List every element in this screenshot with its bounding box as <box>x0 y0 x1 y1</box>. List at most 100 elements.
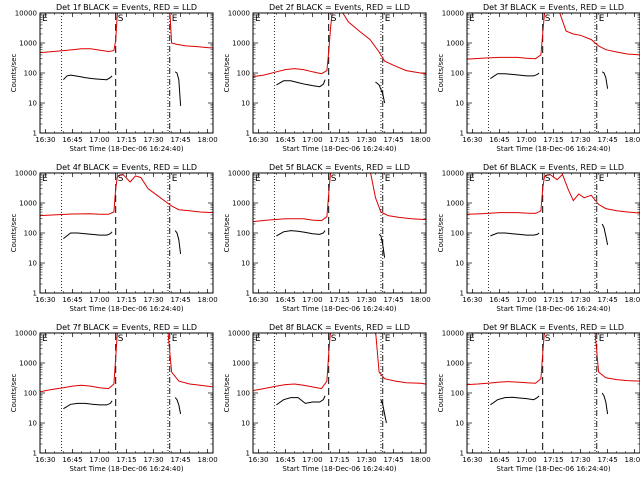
flag-e-3: E <box>172 334 178 344</box>
y-tick-label: 10 <box>455 100 464 108</box>
plot-frame <box>252 172 427 294</box>
y-tick-label: 100 <box>451 70 464 78</box>
y-axis-label: Counts/sec <box>10 54 18 93</box>
events-series-late <box>601 223 609 245</box>
plot-frame <box>466 172 640 294</box>
flag-e-1: E <box>42 174 48 184</box>
x-tick-label: 16:30 <box>35 136 55 144</box>
plot-frame <box>39 172 214 294</box>
x-tick-label: 18:00 <box>198 296 218 304</box>
x-tick-label: 17:30 <box>356 136 376 144</box>
events-series <box>490 232 540 237</box>
x-tick-label: 17:00 <box>89 456 109 464</box>
panel-title: Det 7f BLACK = Events, RED = LLD <box>56 323 197 332</box>
flag-s-2: S <box>118 174 124 184</box>
x-tick-label: 17:00 <box>302 136 322 144</box>
x-tick-label: 17:45 <box>383 296 403 304</box>
y-axis-label: Counts/sec <box>437 54 445 93</box>
x-tick-label: 17:15 <box>329 136 349 144</box>
flag-s-2: S <box>118 334 124 344</box>
y-tick-label: 10 <box>28 100 37 108</box>
plot-frame <box>39 332 214 454</box>
plot-frame <box>466 12 640 134</box>
x-tick-label: 16:45 <box>275 136 295 144</box>
events-series <box>276 79 326 88</box>
panel-4: Det 4f BLACK = Events, RED = LLD 1 10 100 10… <box>10 163 218 313</box>
x-tick-label: 17:45 <box>383 456 403 464</box>
flag-s-2: S <box>545 14 551 24</box>
plot-frame <box>252 332 427 454</box>
flag-e-3: E <box>599 334 605 344</box>
x-tick-label: 17:00 <box>302 296 322 304</box>
x-tick-label: 16:30 <box>462 136 482 144</box>
flag-s-2: S <box>331 174 337 184</box>
lld-series <box>253 173 426 223</box>
x-axis-label: Start Time (18-Dec-06 16:24:40) <box>282 305 396 313</box>
events-series <box>63 74 113 81</box>
x-tick-label: 17:15 <box>116 136 136 144</box>
x-axis-label: Start Time (18-Dec-06 16:24:40) <box>496 465 610 473</box>
y-axis-label: Counts/sec <box>10 374 18 413</box>
y-axis-label: Counts/sec <box>223 214 231 253</box>
panel-2: Det 2f BLACK = Events, RED = LLD 1 10 100 10… <box>223 3 431 153</box>
x-tick-label: 17:15 <box>543 456 563 464</box>
y-tick-label: 10 <box>455 260 464 268</box>
x-tick-label: 17:45 <box>170 296 190 304</box>
flag-e-1: E <box>42 334 48 344</box>
x-tick-label: 17:30 <box>143 456 163 464</box>
events-series-late <box>378 234 386 258</box>
x-tick-label: 16:30 <box>248 456 268 464</box>
x-axis-label: Start Time (18-Dec-06 16:24:40) <box>69 145 183 153</box>
x-tick-label: 17:00 <box>516 296 536 304</box>
events-series <box>276 395 326 406</box>
x-tick-label: 16:30 <box>462 296 482 304</box>
y-tick-label: 10000 <box>15 170 37 178</box>
y-tick-label: 100 <box>237 390 250 398</box>
flag-e-1: E <box>42 14 48 24</box>
x-tick-label: 18:00 <box>411 136 431 144</box>
flag-s-2: S <box>118 14 124 24</box>
panel-6: Det 6f BLACK = Events, RED = LLD 1 10 100 10… <box>437 163 640 313</box>
y-tick-label: 1 <box>246 290 250 298</box>
lld-series <box>40 13 213 54</box>
lld-series <box>467 333 640 386</box>
y-tick-label: 10000 <box>228 10 250 18</box>
x-tick-label: 17:30 <box>356 296 376 304</box>
panel-title: Det 6f BLACK = Events, RED = LLD <box>483 163 624 172</box>
y-tick-label: 1000 <box>446 200 464 208</box>
events-series-late <box>601 392 609 415</box>
x-tick-label: 18:00 <box>625 456 640 464</box>
x-tick-label: 16:45 <box>489 136 509 144</box>
events-series-late <box>380 399 387 424</box>
events-series-late <box>375 81 386 104</box>
x-tick-label: 16:30 <box>248 296 268 304</box>
y-tick-label: 10000 <box>442 170 464 178</box>
x-axis-label: Start Time (18-Dec-06 16:24:40) <box>282 145 396 153</box>
x-tick-label: 17:00 <box>516 456 536 464</box>
x-tick-label: 17:15 <box>543 296 563 304</box>
y-tick-label: 10000 <box>15 330 37 338</box>
y-tick-label: 100 <box>237 230 250 238</box>
events-series <box>490 72 540 80</box>
x-tick-label: 17:00 <box>89 136 109 144</box>
x-tick-label: 16:45 <box>275 296 295 304</box>
x-tick-label: 17:00 <box>89 296 109 304</box>
y-tick-label: 10000 <box>228 170 250 178</box>
events-series-late <box>174 230 182 255</box>
y-axis-label: Counts/sec <box>223 54 231 93</box>
x-tick-label: 17:45 <box>597 136 617 144</box>
y-tick-label: 1 <box>33 450 37 458</box>
x-tick-label: 18:00 <box>411 456 431 464</box>
flag-e-3: E <box>385 14 391 24</box>
flag-s-2: S <box>545 334 551 344</box>
x-tick-label: 17:30 <box>143 296 163 304</box>
lld-series <box>467 173 640 215</box>
flag-e-3: E <box>172 14 178 24</box>
x-tick-label: 17:45 <box>597 456 617 464</box>
events-series <box>63 231 113 239</box>
x-axis-label: Start Time (18-Dec-06 16:24:40) <box>69 465 183 473</box>
y-tick-label: 10 <box>28 420 37 428</box>
y-tick-label: 100 <box>237 70 250 78</box>
panel-title: Det 4f BLACK = Events, RED = LLD <box>56 163 197 172</box>
flag-e-3: E <box>599 174 605 184</box>
